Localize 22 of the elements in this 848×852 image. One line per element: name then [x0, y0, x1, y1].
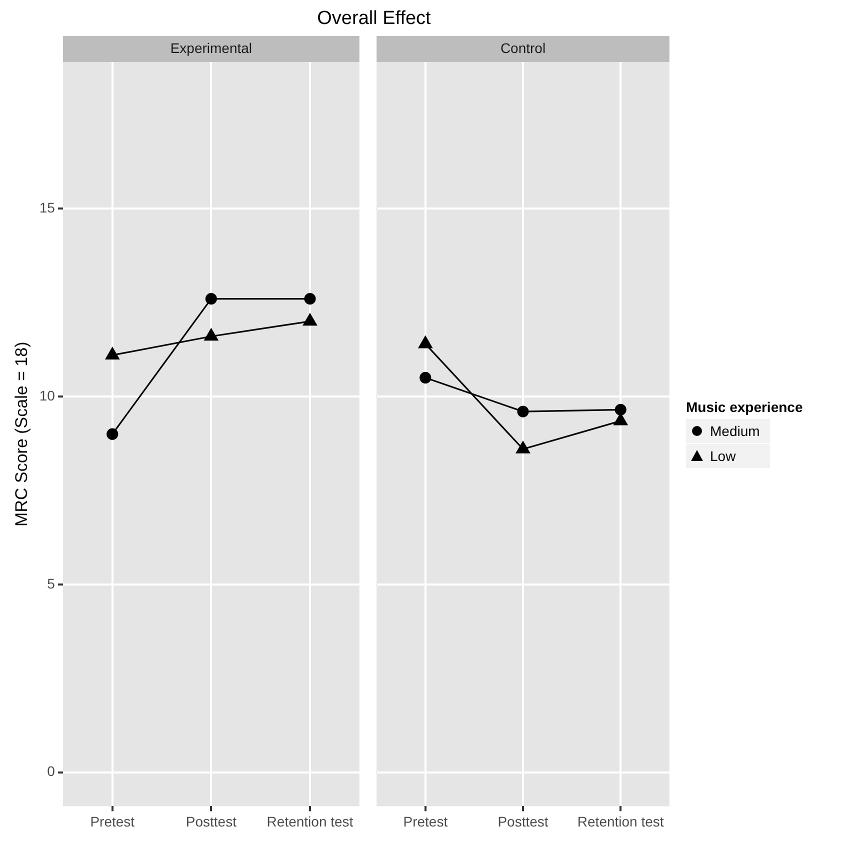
y-tick-label: 5	[47, 575, 56, 592]
chart-title: Overall Effect	[316, 8, 432, 31]
legend-label: Medium	[710, 423, 760, 439]
x-tick-label: Posttest	[186, 813, 237, 830]
x-tick-label: Retention test	[577, 813, 664, 830]
chart-subtitle: Control	[500, 40, 546, 56]
x-tick-label: Pretest	[90, 813, 135, 830]
point	[516, 441, 530, 454]
y-tick-label: 0	[47, 763, 56, 780]
y-tick-label: 15	[39, 199, 56, 216]
point	[517, 406, 529, 418]
point	[614, 413, 628, 426]
point	[614, 404, 626, 416]
y-axis-title: MRC Score (Scale = 18)	[12, 342, 31, 526]
x-tick-label: Pretest	[403, 813, 448, 830]
y-tick-label: 10	[39, 387, 56, 404]
x-tick-label: Retention test	[266, 813, 354, 830]
point	[420, 372, 432, 384]
chart-subtitle: Experimental	[170, 40, 252, 56]
legend-label: Low	[710, 448, 736, 464]
x-tick-label: Posttest	[498, 813, 548, 830]
legend-title: Music experience	[686, 399, 804, 415]
